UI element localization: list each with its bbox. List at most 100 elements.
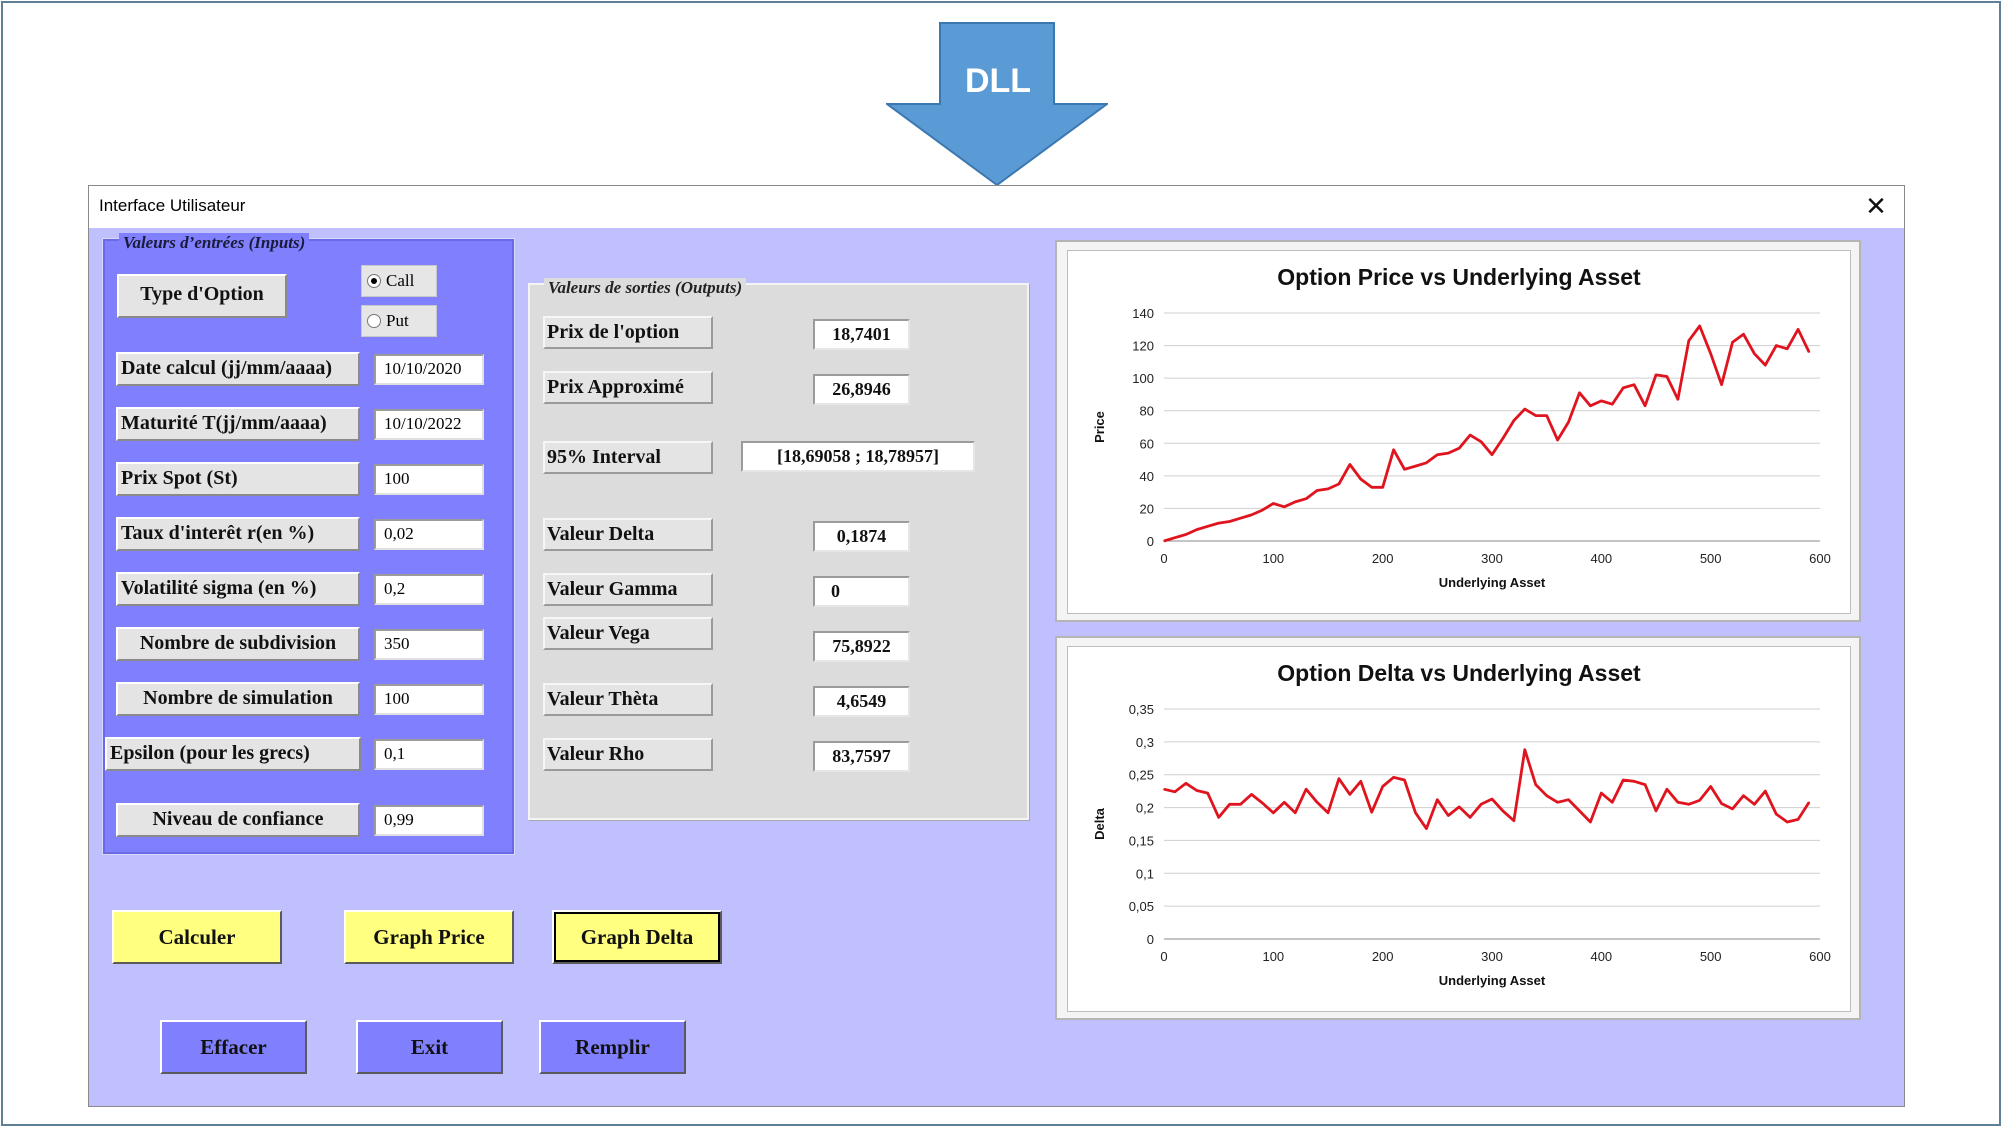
date-calcul-field[interactable]: 10/10/2020	[374, 354, 484, 385]
price-chart-xtick: 600	[1809, 551, 1831, 566]
delta-chart-point	[1775, 813, 1778, 815]
delta-chart-point	[1294, 812, 1296, 814]
graph-price-button[interactable]: Graph Price	[344, 910, 514, 964]
price-chart-point	[1589, 405, 1592, 407]
delta-chart-point	[1392, 776, 1395, 779]
delta-chart-point	[1305, 788, 1307, 790]
price-chart-point	[1360, 478, 1362, 480]
price-chart-point	[1786, 348, 1788, 350]
price-chart-point	[1381, 486, 1384, 489]
delta-chart-point	[1196, 789, 1198, 792]
close-icon[interactable]: ✕	[1865, 191, 1887, 221]
delta-chart-point	[1666, 788, 1668, 790]
price-chart-point	[1425, 462, 1428, 464]
price-chart-xtick: 400	[1590, 551, 1612, 566]
outputs-group-title: Valeurs de sorties (Outputs)	[544, 278, 747, 298]
taux-interet-field[interactable]: 0,02	[374, 519, 484, 550]
price-chart-ylabel: Price	[1092, 411, 1107, 443]
app-window: Interface Utilisateur ✕ Valeurs d’entrée…	[88, 185, 1905, 1107]
theta-field: 4,6549	[813, 686, 910, 717]
price-chart-point	[1797, 328, 1799, 331]
radio-call[interactable]: Call	[361, 265, 437, 297]
delta-chart-point	[1370, 811, 1373, 813]
volatilite-field[interactable]: 0,2	[374, 574, 484, 605]
price-chart-point	[1196, 528, 1198, 531]
price-chart-ytick: 100	[1132, 371, 1154, 386]
price-chart-point	[1217, 522, 1220, 524]
rho-label: Valeur Rho	[543, 738, 713, 771]
price-chart-point	[1272, 502, 1275, 505]
delta-chart-svg: Option Delta vs Underlying Asset 0 0,05 0,1…	[1092, 660, 1831, 988]
price-chart-point	[1491, 453, 1493, 456]
delta-chart-point	[1469, 816, 1471, 819]
price-chart-svg: Option Price vs Underlying Asset 0 20 40 60 8…	[1092, 264, 1831, 590]
price-chart-ytick: 120	[1132, 339, 1154, 354]
price-chart-point	[1534, 414, 1537, 417]
delta-chart-ylabel: Delta	[1092, 807, 1107, 840]
delta-chart-point	[1403, 779, 1406, 781]
price-chart-point	[1239, 517, 1242, 519]
delta-chart-point	[1644, 783, 1646, 786]
price-chart-ytick: 80	[1140, 404, 1154, 419]
delta-chart-point	[1360, 780, 1362, 783]
calculer-button[interactable]: Calculer	[112, 910, 282, 964]
delta-chart-ytick: 0	[1147, 932, 1154, 947]
price-chart-point	[1469, 434, 1471, 436]
delta-chart-point	[1513, 819, 1515, 822]
subdivision-field[interactable]: 350	[374, 629, 484, 660]
price-chart-point	[1698, 325, 1701, 327]
delta-chart-point	[1545, 794, 1548, 797]
delta-chart-xtick: 500	[1700, 949, 1722, 964]
price-chart-point	[1403, 468, 1406, 471]
subdivision-label: Nombre de subdivision	[116, 627, 360, 661]
price-chart-point	[1742, 333, 1745, 335]
delta-chart-point	[1261, 802, 1264, 804]
prix-spot-field[interactable]: 100	[374, 464, 484, 495]
radio-put[interactable]: Put	[361, 305, 437, 337]
epsilon-field[interactable]: 0,1	[374, 739, 484, 770]
remplir-button[interactable]: Remplir	[539, 1020, 686, 1074]
price-chart-point	[1502, 437, 1504, 440]
price-chart-ytick: 140	[1132, 306, 1154, 321]
prix-option-field: 18,7401	[813, 319, 910, 350]
price-chart-xlabel: Underlying Asset	[1439, 575, 1546, 590]
price-chart-ytick: 40	[1140, 469, 1154, 484]
outputs-group: Valeurs de sorties (Outputs) Prix de l'o…	[528, 278, 1029, 820]
maturite-field[interactable]: 10/10/2022	[374, 409, 484, 440]
delta-chart-point	[1720, 802, 1723, 805]
price-chart-point	[1458, 447, 1460, 449]
graph-delta-button[interactable]: Graph Delta	[552, 910, 722, 964]
delta-chart-point	[1491, 798, 1493, 800]
radio-call-dot[interactable]	[367, 274, 381, 288]
delta-chart-series-line	[1163, 748, 1811, 831]
price-chart-xtick: 500	[1700, 551, 1722, 566]
delta-chart-point	[1163, 788, 1165, 790]
delta-chart-point	[1502, 810, 1504, 812]
title-bar: Interface Utilisateur ✕	[89, 186, 1904, 228]
delta-chart-point	[1698, 799, 1701, 802]
delta-chart-point	[1578, 810, 1581, 812]
delta-chart-point	[1217, 816, 1220, 819]
delta-chart-point	[1786, 821, 1788, 823]
price-chart-point	[1392, 449, 1395, 451]
price-chart-point	[1578, 392, 1581, 394]
price-chart-point	[1524, 408, 1526, 410]
price-chart-point	[1677, 398, 1679, 401]
delta-chart-point	[1567, 798, 1570, 801]
effacer-button[interactable]: Effacer	[160, 1020, 307, 1074]
delta-chart-point	[1534, 783, 1537, 786]
price-chart-ytick: 20	[1140, 501, 1154, 516]
price-chart-point	[1600, 400, 1603, 402]
delta-chart-point	[1524, 748, 1526, 751]
exit-button[interactable]: Exit	[356, 1020, 503, 1074]
delta-chart-point	[1600, 792, 1603, 794]
radio-put-dot[interactable]	[367, 314, 381, 328]
price-chart-xtick: 300	[1481, 551, 1503, 566]
delta-chart-xtick: 200	[1372, 949, 1394, 964]
delta-label: Valeur Delta	[543, 518, 713, 551]
price-chart-point	[1436, 453, 1439, 456]
niveau-confiance-field[interactable]: 0,99	[374, 805, 484, 836]
price-chart-point	[1753, 352, 1756, 355]
simulation-field[interactable]: 100	[374, 684, 484, 715]
price-chart-point	[1633, 383, 1635, 386]
